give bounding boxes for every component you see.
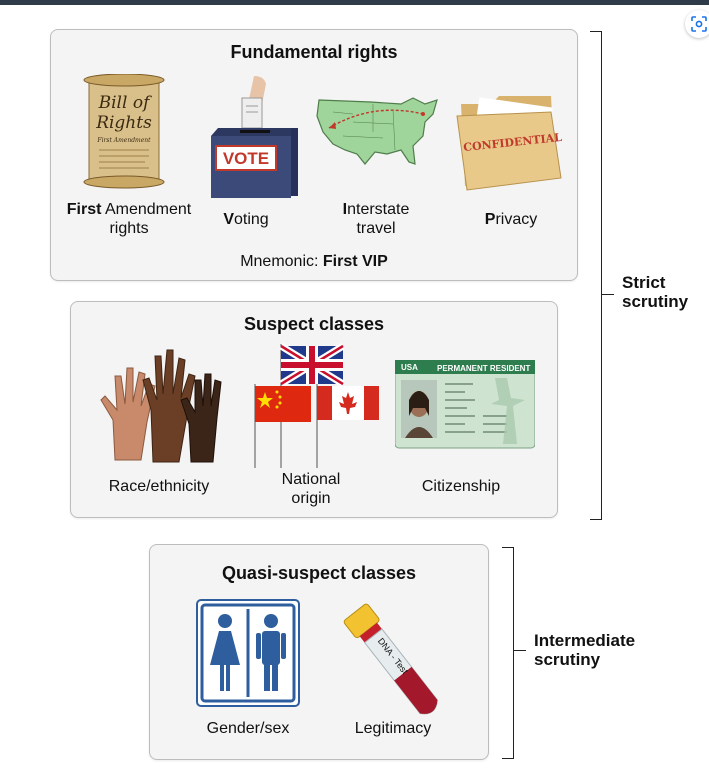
panel-title: Fundamental rights xyxy=(230,42,398,62)
strict-bracket-tick xyxy=(601,294,614,295)
ballot-box-icon: VOTE xyxy=(211,76,298,198)
confidential-folder-icon: CONFIDENTIAL xyxy=(456,96,563,191)
uk-flag xyxy=(279,343,345,387)
svg-text:USA: USA xyxy=(401,363,418,372)
national-flags-icon xyxy=(254,343,379,468)
top-bar xyxy=(0,0,709,5)
quasi-suspect-classes-panel: Quasi-suspect classes DNA - Test Gender/… xyxy=(149,544,489,760)
panel-title: Suspect classes xyxy=(243,314,385,334)
svg-text:First Amendment: First Amendment xyxy=(96,137,151,144)
svg-text:Bill of: Bill of xyxy=(98,93,152,113)
intermediate-bracket-tick xyxy=(513,650,526,651)
raised-hands-icon xyxy=(100,349,222,463)
fundamental-rights-panel: Fundamental rights Bill of Rights First … xyxy=(50,29,578,281)
gender-restroom-sign-icon xyxy=(196,599,300,707)
us-map-icon xyxy=(316,97,438,165)
intermediate-scrutiny-label: Intermediate scrutiny xyxy=(534,631,636,669)
dna-test-tube-icon: DNA - Test xyxy=(343,603,438,715)
bill-of-rights-scroll-icon: Bill of Rights First Amendment xyxy=(83,74,165,189)
suspect-classes-panel: Suspect classes xyxy=(70,301,558,518)
strict-scrutiny-label: Strict scrutiny xyxy=(622,273,689,311)
panel-title: Quasi-suspect classes xyxy=(221,563,417,583)
item-race-ethnicity: Race/ethnicity xyxy=(108,478,210,495)
item-interstate-travel: Interstate travel xyxy=(342,201,410,237)
item-national-origin: National origin xyxy=(281,471,341,507)
item-first-amendment: First Amendment rights xyxy=(66,201,192,237)
item-legitimacy: Legitimacy xyxy=(354,720,432,737)
intermediate-scrutiny-bracket xyxy=(502,547,514,759)
canada-flag xyxy=(317,386,379,420)
china-flag xyxy=(255,386,311,422)
lens-button[interactable] xyxy=(685,10,709,38)
lens-icon xyxy=(691,16,707,32)
svg-text:PERMANENT RESIDENT: PERMANENT RESIDENT xyxy=(437,364,530,373)
permanent-resident-card-icon: USA PERMANENT RESIDENT xyxy=(395,360,535,449)
item-gender-sex: Gender/sex xyxy=(206,720,290,737)
item-citizenship: Citizenship xyxy=(421,478,501,495)
strict-scrutiny-bracket xyxy=(590,31,602,520)
mnemonic: Mnemonic: First VIP xyxy=(240,253,388,270)
item-privacy: Privacy xyxy=(484,211,538,228)
svg-text:VOTE: VOTE xyxy=(223,149,269,168)
svg-text:Rights: Rights xyxy=(95,113,152,133)
item-voting: Voting xyxy=(223,211,269,228)
